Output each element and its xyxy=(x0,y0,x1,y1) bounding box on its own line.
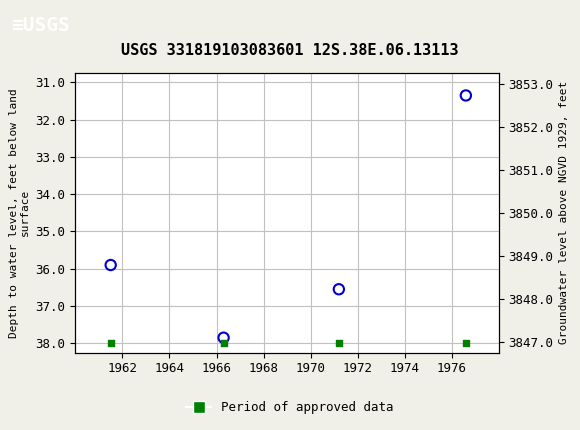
Point xyxy=(461,340,470,347)
Point xyxy=(106,340,115,347)
Point xyxy=(334,340,343,347)
Point xyxy=(106,261,115,268)
Y-axis label: Depth to water level, feet below land
surface: Depth to water level, feet below land su… xyxy=(9,88,30,338)
Y-axis label: Groundwater level above NGVD 1929, feet: Groundwater level above NGVD 1929, feet xyxy=(559,81,569,344)
Text: USGS 331819103083601 12S.38E.06.13113: USGS 331819103083601 12S.38E.06.13113 xyxy=(121,43,459,58)
Point xyxy=(219,340,228,347)
Legend: Period of approved data: Period of approved data xyxy=(181,396,399,419)
Point xyxy=(219,334,228,341)
Text: ≡USGS: ≡USGS xyxy=(12,16,70,35)
Point xyxy=(461,92,470,99)
Point xyxy=(334,286,343,293)
